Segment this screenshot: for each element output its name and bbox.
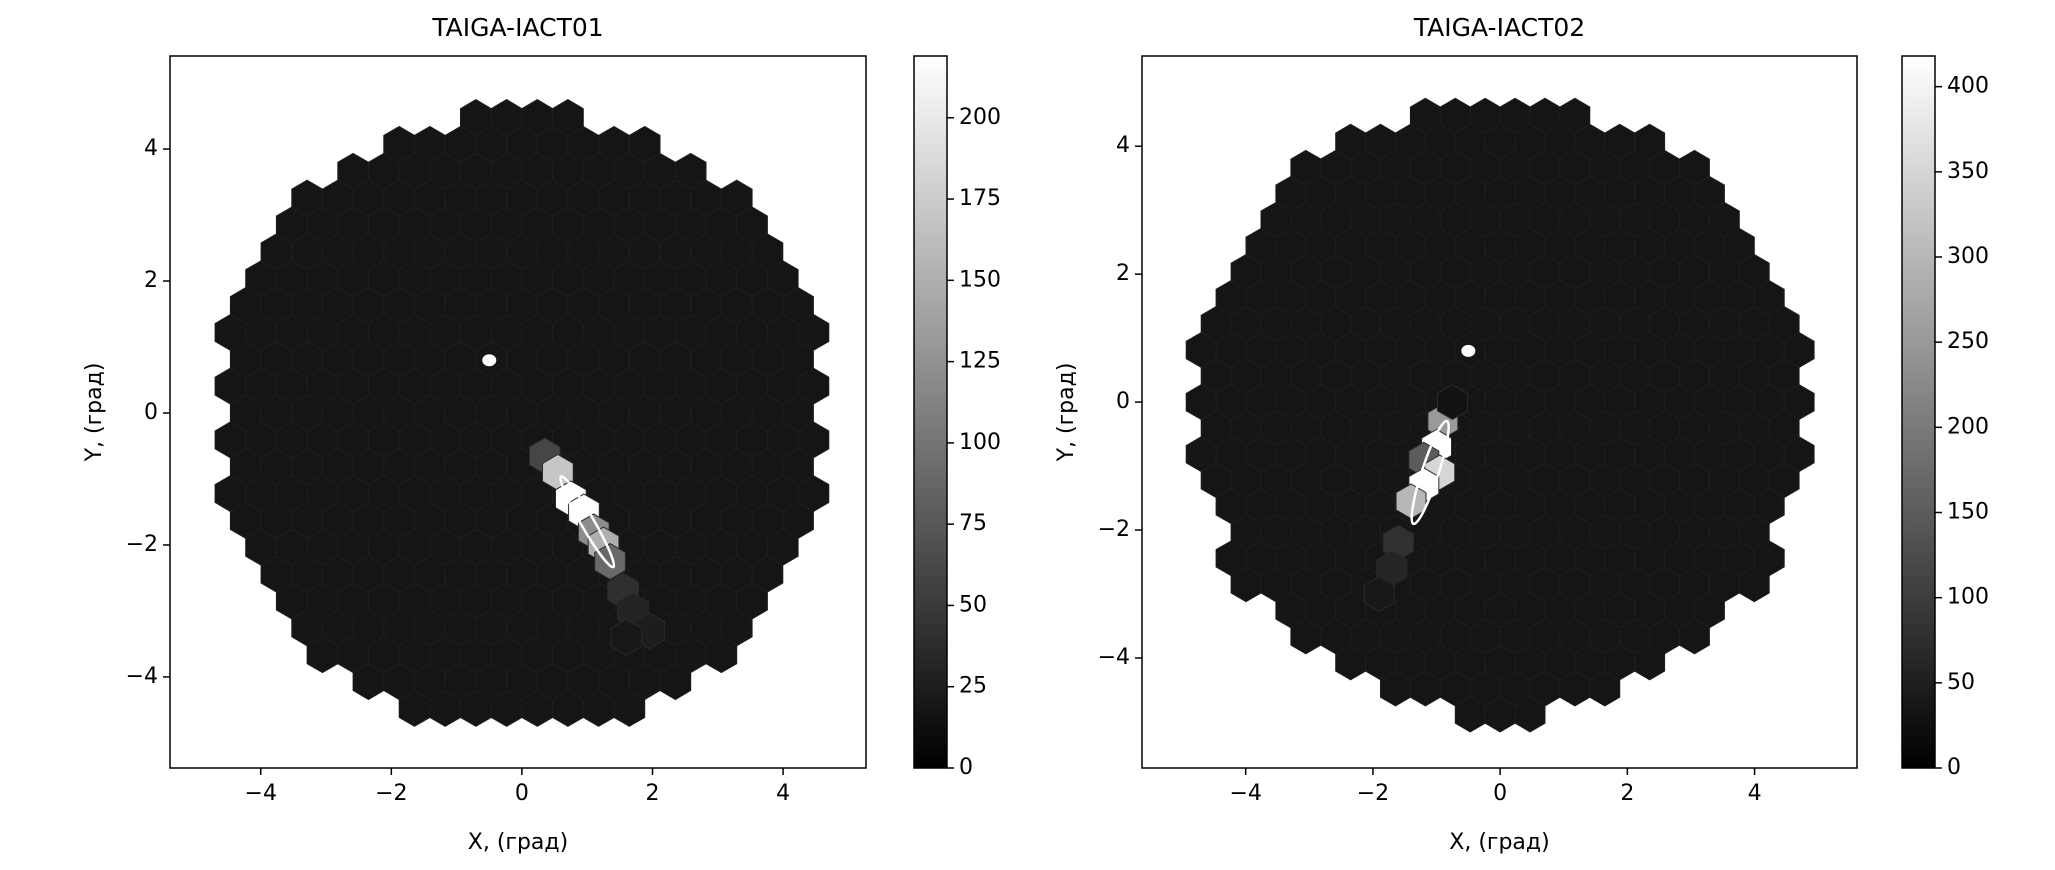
colorbar-tick-label: 0 xyxy=(959,755,973,780)
y-axis-label: Y, (град) xyxy=(82,363,107,463)
lit-pixel xyxy=(1437,384,1468,420)
colorbar-tick-label: 25 xyxy=(959,674,987,699)
colorbar-tick-label: 175 xyxy=(959,186,1001,211)
y-tick-label: 4 xyxy=(1116,133,1130,158)
x-tick-label: 0 xyxy=(1493,781,1507,806)
colorbar-tick-label: 400 xyxy=(1947,74,1989,99)
x-tick-label: 4 xyxy=(776,781,790,806)
x-axis-label: X, (град) xyxy=(468,830,568,855)
x-tick-label: 2 xyxy=(1620,781,1634,806)
colorbar-tick-label: 150 xyxy=(959,267,1001,292)
lit-pixel xyxy=(610,618,643,656)
x-tick-label: −4 xyxy=(1229,781,1261,806)
camera-pixel xyxy=(552,99,584,136)
camera-pixel xyxy=(628,125,661,163)
camera-pixel xyxy=(1679,149,1710,186)
colorbar-tick-label: 200 xyxy=(959,105,1001,130)
y-tick-label: −2 xyxy=(1098,517,1130,542)
source-marker xyxy=(1461,344,1476,357)
y-tick-label: −4 xyxy=(126,664,158,689)
x-tick-label: −4 xyxy=(245,781,277,806)
x-axis-label: X, (град) xyxy=(1449,830,1549,855)
lit-pixel xyxy=(594,543,626,580)
plot-area xyxy=(1185,97,1815,733)
camera-pixel xyxy=(674,152,707,190)
colorbar-tick-label: 350 xyxy=(1947,159,1989,184)
y-tick-label: 0 xyxy=(1116,389,1130,414)
colorbar-tick-label: 125 xyxy=(959,349,1001,374)
x-tick-label: −2 xyxy=(375,781,407,806)
y-tick-label: 2 xyxy=(1116,261,1130,286)
colorbar-tick-label: 50 xyxy=(959,592,987,617)
colorbar-tick-label: 0 xyxy=(1947,755,1961,780)
colorbar-tick-label: 100 xyxy=(1947,585,1989,610)
source-marker xyxy=(482,354,497,367)
chart-title: TAIGA-IACT01 xyxy=(431,13,603,42)
y-tick-label: −2 xyxy=(126,532,158,557)
colorbar xyxy=(1901,55,1936,769)
y-tick-label: 0 xyxy=(144,400,158,425)
y-axis-label: Y, (град) xyxy=(1054,363,1079,463)
colorbar-tick-label: 100 xyxy=(959,430,1001,455)
colorbar-tick-label: 50 xyxy=(1947,670,1975,695)
chart-title: TAIGA-IACT02 xyxy=(1413,13,1585,42)
colorbar-tick-label: 200 xyxy=(1947,414,1989,439)
y-tick-label: −4 xyxy=(1098,645,1130,670)
plot-area xyxy=(214,99,830,727)
axes-frame xyxy=(169,55,867,769)
colorbar-tick-label: 300 xyxy=(1947,244,1989,269)
colorbar-tick-label: 250 xyxy=(1947,329,1989,354)
x-tick-label: −2 xyxy=(1357,781,1389,806)
hillas-ellipse xyxy=(1410,419,1450,526)
colorbar-tick-label: 75 xyxy=(959,511,987,536)
camera-pixel xyxy=(720,179,753,217)
y-tick-label: 4 xyxy=(144,136,158,161)
lit-pixel xyxy=(1363,576,1395,612)
y-tick-label: 2 xyxy=(144,268,158,293)
x-tick-label: 0 xyxy=(515,781,529,806)
x-tick-label: 4 xyxy=(1748,781,1762,806)
camera-pixel xyxy=(1559,97,1591,134)
camera-pixel xyxy=(1634,123,1666,160)
x-tick-label: 2 xyxy=(645,781,659,806)
colorbar xyxy=(913,55,948,769)
hillas-ellipse xyxy=(559,475,616,569)
colorbar-tick-label: 150 xyxy=(1947,499,1989,524)
